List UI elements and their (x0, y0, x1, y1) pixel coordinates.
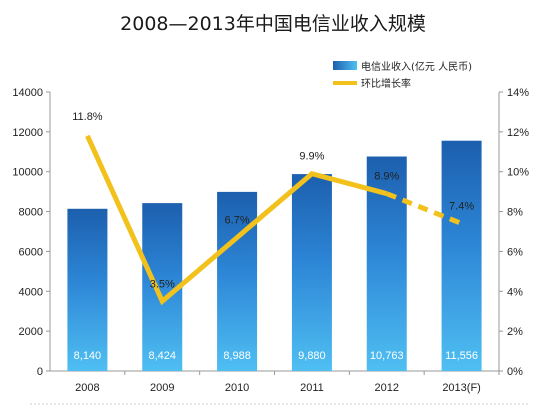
right-tick-label: 8% (507, 207, 523, 219)
left-tick-label: 8000 (19, 207, 43, 219)
growth-value-label: 9.9% (299, 151, 324, 163)
x-axis-ticks: 2008 2009 2010 2011 2012 2013(F) (75, 371, 500, 394)
x-tick-label: 2010 (225, 382, 249, 394)
left-tick-label: 0 (37, 366, 43, 378)
left-tick-label: 14000 (12, 87, 43, 99)
bar-value-label: 8,988 (223, 350, 251, 362)
right-tick-label: 4% (507, 286, 523, 298)
legend-label-bar: 电信业收入(亿元 人民币) (361, 60, 472, 73)
right-axis-ticks: 0% 2% 4% 6% 8% 10% 12% 14% (499, 87, 529, 378)
x-tick-label: 2008 (75, 382, 99, 394)
x-tick-label: 2011 (300, 382, 324, 394)
right-tick-label: 10% (507, 167, 529, 179)
growth-line-solid (85, 134, 388, 306)
bar-value-label: 10,763 (370, 350, 404, 362)
bar-value-label: 8,424 (148, 350, 176, 362)
axes (49, 92, 500, 372)
left-tick-label: 2000 (19, 326, 43, 338)
growth-value-label: 11.8% (72, 111, 103, 123)
legend-label-line: 环比增长率 (361, 77, 411, 90)
chart-title: 2008—2013年中国电信业收入规模 (120, 13, 426, 35)
legend-swatch-bar (333, 61, 357, 70)
legend: 电信业收入(亿元 人民币) 环比增长率 (333, 60, 472, 90)
growth-labels: 11.8% 3.5% 6.7% 9.9% 8.9% 7.4% (72, 111, 474, 290)
left-tick-label: 12000 (12, 127, 43, 139)
bar-2013(F) (441, 140, 482, 371)
left-tick-label: 6000 (19, 246, 43, 258)
right-tick-label: 2% (507, 326, 523, 338)
bar-2011 (291, 174, 332, 371)
right-tick-label: 0% (507, 366, 523, 378)
growth-value-label: 8.9% (374, 171, 399, 183)
growth-value-label: 7.4% (449, 201, 474, 213)
bar-value-label: 8,140 (74, 350, 102, 362)
right-tick-label: 12% (507, 127, 529, 139)
growth-value-label: 3.5% (150, 278, 175, 290)
left-axis-ticks: 0 2000 4000 6000 8000 10000 12000 14000 (12, 87, 50, 378)
x-tick-label: 2012 (375, 382, 399, 394)
bar-value-label: 11,556 (445, 350, 478, 362)
bar-2010 (217, 191, 258, 371)
bar-2008 (67, 208, 108, 371)
x-tick-label: 2013(F) (442, 382, 481, 394)
growth-line-forecast (385, 191, 463, 226)
left-tick-label: 10000 (12, 167, 43, 179)
right-tick-label: 6% (507, 246, 523, 258)
growth-value-label: 6.7% (225, 214, 250, 226)
bar-labels: 8,140 8,424 8,988 9,880 10,763 11,556 (74, 350, 478, 362)
bar-value-label: 9,880 (298, 350, 326, 362)
bars (67, 140, 482, 371)
right-tick-label: 14% (507, 87, 529, 99)
x-tick-label: 2009 (150, 382, 174, 394)
left-tick-label: 4000 (19, 286, 43, 298)
growth-line (85, 134, 463, 306)
